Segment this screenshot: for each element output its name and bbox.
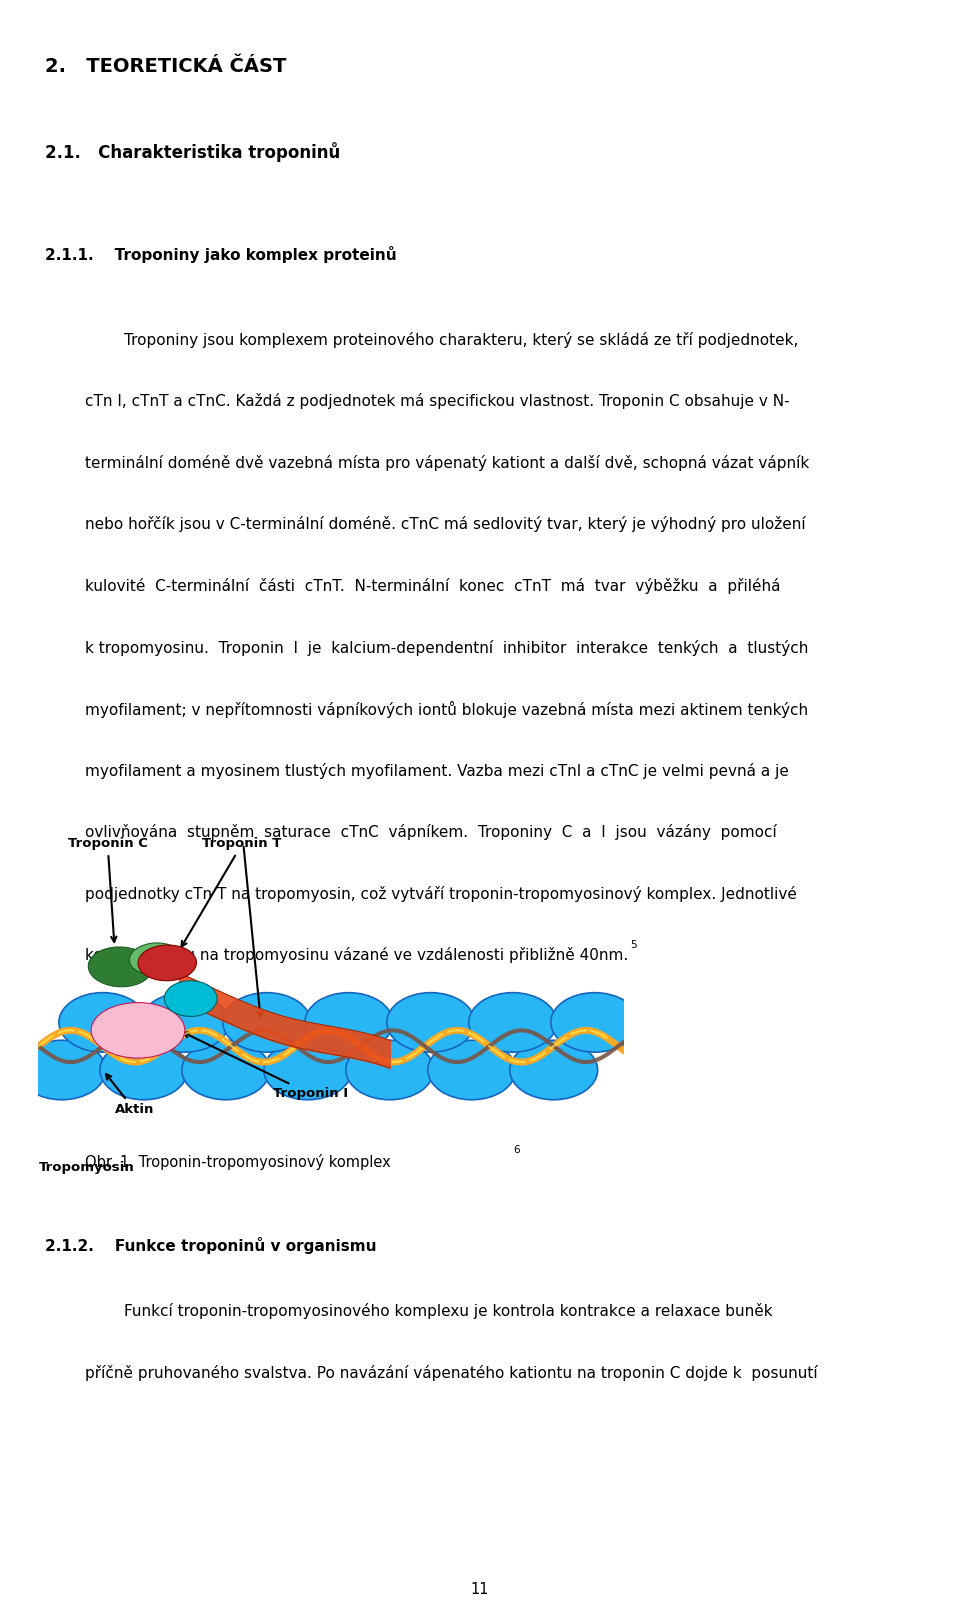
Circle shape xyxy=(223,992,311,1052)
Text: Troponin C: Troponin C xyxy=(67,837,148,942)
Circle shape xyxy=(100,1041,188,1099)
Circle shape xyxy=(346,1041,434,1099)
Circle shape xyxy=(551,992,638,1052)
Text: cTn I, cTnT a cTnC. Každá z podjednotek má specifickou vlastnost. Troponin C obs: cTn I, cTnT a cTnC. Každá z podjednotek … xyxy=(85,393,790,410)
Text: 2.1.2.    Funkce troponinů v organismu: 2.1.2. Funkce troponinů v organismu xyxy=(45,1237,376,1255)
Text: 2.   TEORETICKÁ ČÁST: 2. TEORETICKÁ ČÁST xyxy=(45,57,286,76)
Circle shape xyxy=(305,992,393,1052)
Ellipse shape xyxy=(91,1002,184,1059)
Text: Troponin I: Troponin I xyxy=(183,1033,348,1101)
Text: Tropomyosin: Tropomyosin xyxy=(38,1161,134,1174)
Circle shape xyxy=(387,992,474,1052)
Circle shape xyxy=(468,992,557,1052)
Circle shape xyxy=(181,1041,270,1099)
Text: 2.1.   Charakteristika troponinů: 2.1. Charakteristika troponinů xyxy=(45,142,340,162)
Text: Troponiny jsou komplexem proteinového charakteru, který se skládá ze tří podjedn: Troponiny jsou komplexem proteinového ch… xyxy=(85,332,799,348)
Circle shape xyxy=(141,992,228,1052)
Text: Obr. 1. Troponin-tropomyosinový komplex: Obr. 1. Troponin-tropomyosinový komplex xyxy=(85,1154,391,1171)
Text: Funkcí troponin-tropomyosinového komplexu je kontrola kontrakce a relaxace buněk: Funkcí troponin-tropomyosinového komplex… xyxy=(85,1303,773,1319)
Text: komplexy jsou na tropomyosinu vázané ve vzdálenosti přibližně 40nm.: komplexy jsou na tropomyosinu vázané ve … xyxy=(85,947,628,963)
Text: terminální doméně dvě vazebná místa pro vápenatý kationt a další dvě, schopná vá: terminální doméně dvě vazebná místa pro … xyxy=(85,455,809,471)
Circle shape xyxy=(59,992,147,1052)
Ellipse shape xyxy=(138,945,197,981)
Ellipse shape xyxy=(130,942,181,975)
Text: 5: 5 xyxy=(630,941,636,950)
Text: k tropomyosinu.  Troponin  I  je  kalcium-dependentní  inhibitor  interakce  ten: k tropomyosinu. Troponin I je kalcium-de… xyxy=(85,640,808,656)
Circle shape xyxy=(164,981,217,1017)
Text: příčně pruhovaného svalstva. Po navázání vápenatého kationtu na troponin C dojde: příčně pruhovaného svalstva. Po navázání… xyxy=(85,1365,818,1381)
Circle shape xyxy=(428,1041,516,1099)
Ellipse shape xyxy=(88,947,153,986)
Text: myofilament; v nepřítomnosti vápníkových iontů blokuje vazebná místa mezi aktine: myofilament; v nepřítomnosti vápníkových… xyxy=(85,701,808,719)
Circle shape xyxy=(264,1041,351,1099)
Circle shape xyxy=(510,1041,598,1099)
Text: 11: 11 xyxy=(470,1582,490,1598)
Text: ovlivňována  stupněm  saturace  cTnC  vápníkem.  Troponiny  C  a  I  jsou  vázán: ovlivňována stupněm saturace cTnC vápník… xyxy=(85,824,777,840)
Text: Troponin T: Troponin T xyxy=(181,837,281,947)
Text: 6: 6 xyxy=(513,1145,519,1156)
Text: Aktin: Aktin xyxy=(106,1073,154,1115)
Text: myofilament a myosinem tlustých myofilament. Vazba mezi cTnI a cTnC je velmi pev: myofilament a myosinem tlustých myofilam… xyxy=(85,763,789,779)
Text: podjednotky cTn T na tropomyosin, což vytváří troponin-tropomyosinový komplex. J: podjednotky cTn T na tropomyosin, což vy… xyxy=(85,886,797,902)
Text: nebo hořčík jsou v C-terminální doméně. cTnC má sedlovitý tvar, který je výhodný: nebo hořčík jsou v C-terminální doméně. … xyxy=(85,516,805,533)
Text: kulovité  C-terminální  části  cTnT.  N-terminální  konec  cTnT  má  tvar  výběž: kulovité C-terminální části cTnT. N-term… xyxy=(85,578,780,594)
Circle shape xyxy=(18,1041,106,1099)
Text: 2.1.1.    Troponiny jako komplex proteinů: 2.1.1. Troponiny jako komplex proteinů xyxy=(45,246,396,264)
